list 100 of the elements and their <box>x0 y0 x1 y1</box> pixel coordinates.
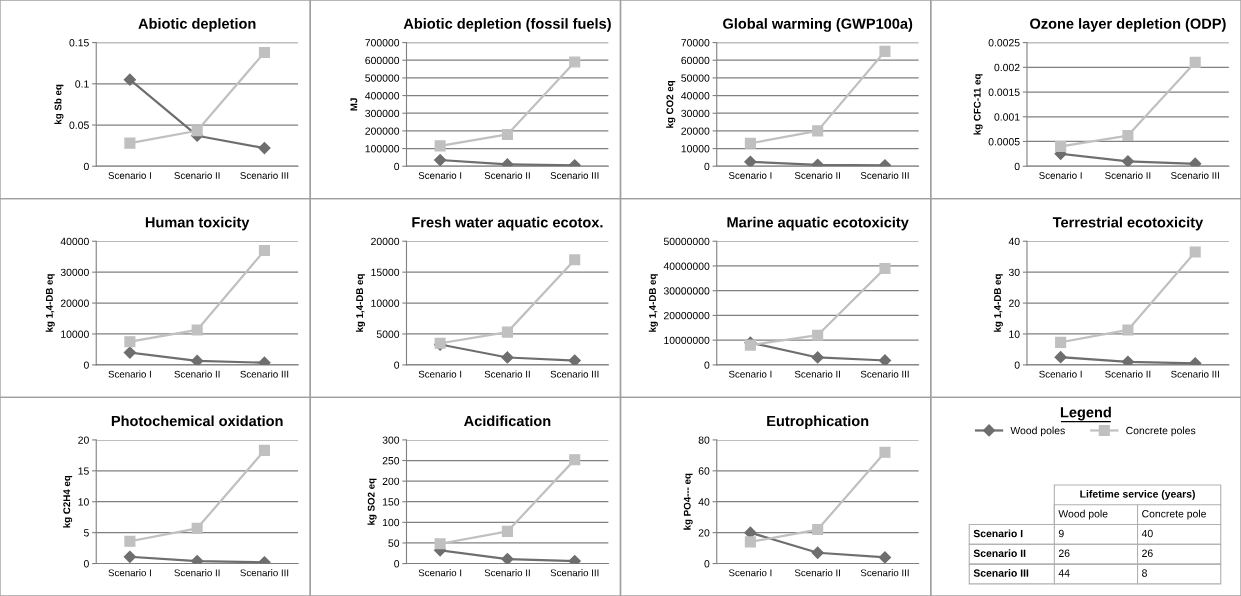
point <box>569 254 581 266</box>
y-tick-label: 0.05 <box>69 121 89 129</box>
point <box>879 446 891 458</box>
chart-title: Abiotic depletion (fossil fuels) <box>403 18 611 32</box>
chart-title: Terrestrial ecotoxicity <box>1052 216 1204 231</box>
y-tick-label: 0.0005 <box>988 138 1020 146</box>
y-tick-label: 0 <box>394 361 400 369</box>
point <box>191 554 204 564</box>
point <box>569 56 581 68</box>
data-label: 40 <box>1141 529 1153 538</box>
point <box>1055 336 1067 348</box>
y-tick-label: 0.0025 <box>988 39 1020 47</box>
y-tick-label: 10000 <box>371 299 400 307</box>
x-tick-label: Scenario III <box>860 370 909 378</box>
text: Concrete pole <box>1142 509 1206 520</box>
point <box>1121 355 1135 365</box>
point <box>1189 56 1201 68</box>
point <box>811 546 824 559</box>
point <box>812 329 824 341</box>
point <box>878 354 892 365</box>
y-tick-label: 40000 <box>681 92 710 100</box>
y-tick-label: 100000 <box>365 145 400 153</box>
chart-title: Photochemical oxidation <box>111 415 283 427</box>
x-tick-label: Scenario III <box>240 370 289 378</box>
point <box>434 538 446 550</box>
y-tick-label: 0 <box>704 361 710 369</box>
point <box>812 125 824 137</box>
y-tick-label: 15000 <box>371 268 400 277</box>
x-tick-label: Scenario I <box>108 370 151 378</box>
y-tick-label: 0 <box>83 162 89 171</box>
y-tick-label: 20 <box>78 436 89 444</box>
x-tick-label: Scenario I <box>728 370 772 378</box>
point <box>123 346 136 359</box>
point <box>568 554 581 564</box>
y-tick-label: 500000 <box>365 74 400 82</box>
x-tick-label: Scenario I <box>108 171 151 179</box>
category-label: Scenario I <box>973 529 1023 538</box>
x-tick-label: Scenario II <box>484 370 530 378</box>
x-tick-label: Scenario II <box>174 171 220 179</box>
point <box>258 141 271 155</box>
data-label: 44 <box>1058 569 1070 577</box>
point <box>879 45 891 57</box>
x-tick-label: Scenario I <box>1039 370 1082 378</box>
y-tick-label: 10 <box>1009 330 1020 338</box>
point <box>191 324 203 336</box>
point <box>123 550 136 563</box>
y-tick-label: 200 <box>382 477 400 485</box>
point <box>1122 130 1134 142</box>
point <box>191 522 203 534</box>
legend-label: Concrete poles <box>1126 426 1196 437</box>
y-tick-label: 0 <box>704 560 710 568</box>
y-tick-label: 0 <box>394 560 400 568</box>
y-tick-label: 250 <box>382 457 400 465</box>
point <box>123 73 136 86</box>
point <box>1121 155 1135 167</box>
y-tick-label: 50 <box>388 539 400 547</box>
point <box>258 444 271 456</box>
y-tick-label: 150 <box>382 498 400 506</box>
y-tick-label: 20 <box>698 529 710 537</box>
y-tick-label: 600000 <box>365 56 400 65</box>
data-label: 8 <box>1142 569 1147 577</box>
y-tick-label: 0 <box>83 560 89 568</box>
point <box>124 137 136 149</box>
point <box>501 351 514 364</box>
point <box>124 535 136 547</box>
x-tick-label: Scenario III <box>240 569 289 577</box>
y-tick-label: 40 <box>1008 237 1020 246</box>
y-tick-label: 40 <box>698 498 710 506</box>
y-tick-label: 20000 <box>371 237 400 246</box>
y-tick-label: 5000 <box>376 330 400 338</box>
x-tick-label: Scenario II <box>484 171 530 179</box>
x-tick-label: Scenario III <box>550 171 599 179</box>
point <box>434 140 446 152</box>
y-axis-title: kg CFC-11 eq <box>973 74 983 135</box>
y-tick-label: 400000 <box>365 92 400 100</box>
point <box>1054 351 1067 364</box>
chart-title: Abiotic depletion <box>138 18 256 32</box>
y-axis-title: kg CO2 eq <box>666 81 676 128</box>
y-axis-title: kg PO4--- eq <box>683 473 693 530</box>
x-tick-label: Scenario III <box>860 569 909 577</box>
x-tick-label: Scenario II <box>794 370 841 378</box>
y-tick-label: 10 <box>78 498 89 506</box>
point <box>1189 246 1201 258</box>
y-tick-label: 30 <box>1008 268 1020 277</box>
y-tick-label: 300000 <box>365 109 400 118</box>
text: Legend <box>1060 406 1111 421</box>
point <box>568 354 581 365</box>
y-tick-label: 0 <box>83 361 89 369</box>
y-tick-label: 30000 <box>60 268 89 277</box>
x-tick-label: Scenario III <box>550 569 599 577</box>
point <box>744 536 756 548</box>
text: Lifetime service (years) <box>1080 490 1195 500</box>
y-tick-label: 0 <box>704 162 710 171</box>
chart-title: Human toxicity <box>145 216 250 231</box>
chart-title: Acidification <box>464 415 551 427</box>
x-tick-label: Scenario II <box>174 370 220 378</box>
y-axis-title: kg SO2 eq <box>367 478 377 525</box>
y-tick-label: 20 <box>1008 299 1020 307</box>
point <box>501 326 513 338</box>
y-axis-title: kg 1,4-DB eq <box>993 274 1003 332</box>
